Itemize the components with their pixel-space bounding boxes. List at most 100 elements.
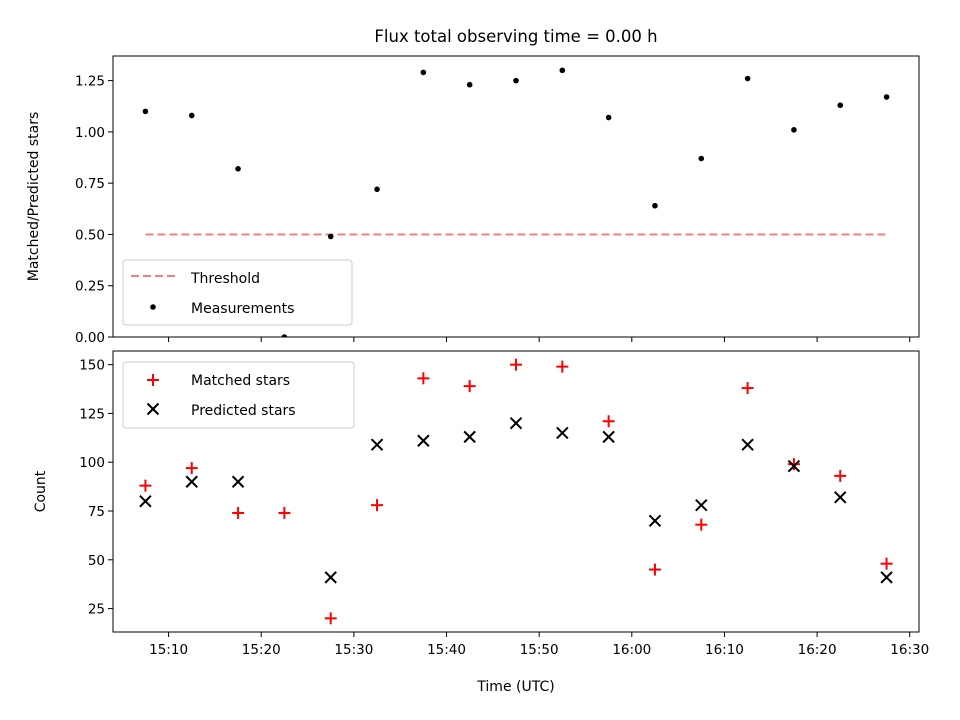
x-tick: 15:50 (520, 632, 559, 658)
x-tick-label: 15:10 (149, 642, 188, 658)
measurement-point (327, 233, 334, 240)
measurement-point (744, 75, 751, 82)
measurement-point (188, 112, 195, 119)
y-tick: 125 (79, 406, 113, 422)
measurement-point (374, 186, 380, 193)
x-tick: 15:30 (334, 632, 373, 658)
x-tick: 16:10 (705, 632, 744, 658)
measurement-point (281, 334, 288, 337)
x-tick-label: 15:50 (520, 642, 559, 658)
legend-measurements-label: Measurements (191, 301, 294, 317)
y-tick-label: 25 (88, 602, 105, 618)
x-tick: 16:30 (890, 632, 929, 658)
y-tick-label: 50 (88, 553, 105, 569)
predicted-stars-point (324, 571, 337, 584)
predicted-stars-point (880, 571, 893, 584)
x-tick: 15:10 (149, 632, 188, 658)
y-tick: 50 (88, 553, 113, 569)
y-tick-label: 75 (88, 504, 105, 520)
x-tick: 16:00 (612, 632, 651, 658)
bottom-panel: 25 50 75 100 125 150 15:10 15:20 15:30 15:40 15:50… (33, 350, 929, 658)
matched-stars-point (463, 380, 476, 393)
measurement-point (791, 127, 797, 133)
predicted-stars-point (417, 434, 430, 447)
predicted-stars-point (139, 495, 152, 508)
y-tick: 0.50 (75, 227, 113, 243)
x-tick: 16:20 (798, 632, 837, 658)
predicted-stars-point (602, 430, 615, 444)
x-tick-label: 16:20 (798, 642, 837, 658)
y-tick-label: 0.00 (75, 330, 105, 346)
y-tick: 1.00 (75, 125, 113, 141)
matched-stars-point (556, 360, 569, 373)
measurement-point (559, 67, 566, 74)
x-tick-label: 16:10 (705, 642, 744, 658)
matched-stars-point (510, 358, 522, 371)
x-tick-label: 16:30 (890, 642, 929, 658)
predicted-stars-point (741, 438, 754, 451)
matched-stars-point (787, 458, 800, 471)
x-tick-label: 15:30 (334, 642, 373, 658)
legend: Matched stars Predicted stars (122, 361, 355, 429)
y-tick: 1.25 (75, 74, 113, 90)
chart-title: Flux total observing time = 0.00 h (374, 27, 657, 46)
predicted-stars-point (463, 430, 476, 444)
axes-frame (112, 350, 920, 633)
matched-stars-point (324, 612, 337, 625)
legend-threshold-label: Threshold (190, 271, 260, 287)
y-tick: 0.00 (75, 330, 113, 346)
matched-stars-point (648, 563, 661, 576)
y-tick: 0.25 (75, 279, 113, 295)
y-tick-label: 125 (79, 406, 105, 422)
measurement-point (652, 202, 658, 209)
legend-matched-swatch (147, 374, 159, 386)
matched-stars-point (417, 372, 430, 385)
predicted-stars-point (695, 498, 708, 512)
y-tick-label: 1.00 (75, 125, 105, 141)
matched-stars-point (741, 382, 754, 395)
matched-stars-point (695, 518, 708, 531)
measurement-point (837, 102, 844, 109)
y-tick-label: 1.25 (75, 74, 105, 90)
y-tick-label: 100 (79, 455, 105, 471)
y-tick-label: 0.25 (75, 279, 105, 295)
matched-stars-point (139, 479, 152, 492)
measurement-point (605, 114, 612, 121)
measurement-point (142, 108, 149, 115)
measurement-point (235, 166, 241, 172)
matched-stars-point (278, 506, 291, 519)
measurement-point (883, 94, 890, 100)
matched-stars-point (185, 462, 198, 475)
matched-stars-point (834, 469, 847, 482)
y-axis-label: Matched/Predicted stars (26, 112, 42, 282)
predicted-stars-point (556, 426, 569, 440)
matched-stars-point (602, 415, 615, 428)
legend: Threshold Measurements (122, 259, 353, 326)
y-axis-label: Count (33, 470, 49, 512)
top-panel: 0.00 0.25 0.50 0.75 1.00 1.25 Matched/Predicte… (26, 55, 920, 346)
legend-predicted-swatch (146, 402, 160, 416)
predicted-stars-point (648, 514, 662, 527)
legend-predicted-label: Predicted stars (191, 403, 296, 419)
y-tick: 0.75 (75, 176, 113, 192)
predicted-stars-point (231, 475, 245, 488)
matched-stars-point (232, 506, 245, 519)
x-axis-label: Time (UTC) (476, 679, 554, 695)
y-tick: 25 (88, 602, 113, 618)
measurement-point (466, 81, 473, 88)
y-tick-label: 0.75 (75, 176, 105, 192)
y-tick: 150 (79, 358, 113, 374)
legend-matched-label: Matched stars (191, 373, 290, 389)
predicted-stars-point (787, 459, 801, 473)
y-tick-label: 150 (79, 358, 105, 374)
x-tick-label: 15:40 (427, 642, 466, 658)
matched-stars-point (371, 499, 384, 512)
predicted-stars-point (834, 491, 847, 504)
y-tick-label: 0.50 (75, 227, 105, 243)
axes-frame (112, 55, 920, 338)
legend-measurements-swatch (150, 304, 156, 310)
matched-stars-point (880, 557, 893, 570)
x-tick: 15:40 (427, 632, 466, 658)
measurement-point (513, 77, 519, 84)
